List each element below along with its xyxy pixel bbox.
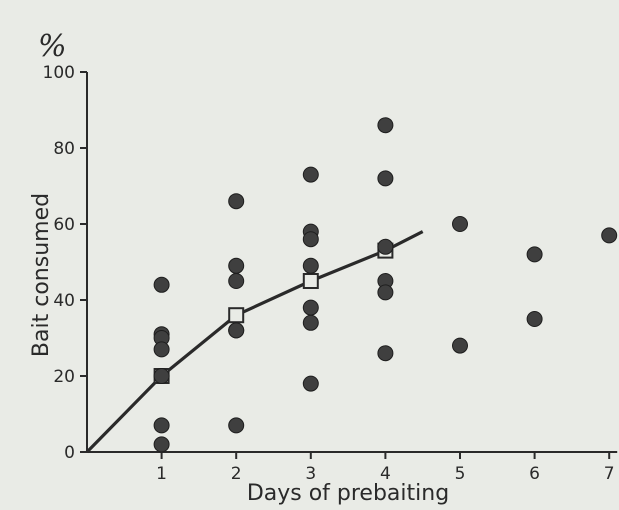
data-point	[302, 314, 319, 331]
data-point	[302, 231, 319, 248]
data-point	[302, 257, 319, 274]
axis-labels: % Bait consumed Days of prebaiting	[29, 29, 449, 506]
mean-marker-square	[302, 273, 319, 289]
axes	[86, 72, 618, 453]
x-tick-label: 2	[231, 464, 242, 484]
data-point	[228, 417, 245, 434]
data-point	[153, 436, 170, 453]
data-point	[153, 341, 170, 358]
x-tick-label: 1	[156, 464, 167, 484]
y-axis-title: Bait consumed	[29, 193, 54, 357]
mean-line-series	[85, 230, 424, 454]
data-point	[452, 337, 468, 354]
data-point	[377, 238, 394, 255]
y-tick-label: 60	[53, 215, 75, 235]
data-point	[228, 322, 245, 339]
data-point	[153, 417, 170, 434]
data-point	[228, 273, 245, 289]
x-tick-label: 6	[529, 464, 540, 484]
y-tick-label: 40	[53, 291, 75, 311]
data-point	[302, 166, 319, 183]
x-tick-label: 3	[305, 464, 316, 484]
y-tick-label: 80	[53, 139, 75, 159]
y-tick-label: 100	[43, 63, 75, 83]
y-tick-label: 20	[53, 367, 75, 387]
data-point	[153, 276, 170, 293]
mean-marker-square	[228, 307, 245, 324]
data-point	[302, 375, 319, 392]
data-point	[526, 311, 543, 327]
mean-line	[85, 230, 424, 454]
data-point	[526, 246, 543, 263]
data-point	[377, 284, 394, 301]
x-tick-label: 5	[455, 464, 466, 484]
y-unit-label: %	[38, 29, 67, 64]
x-tick-label: 7	[604, 464, 615, 484]
y-tick-label: 0	[64, 443, 75, 463]
x-axis-title: Days of prebaiting	[247, 481, 449, 506]
data-point	[153, 368, 170, 384]
data-point	[601, 227, 618, 244]
data-point	[377, 117, 394, 134]
tick-marks: 0 20 40 60 80 100 1 2 3 4 5 6 7	[43, 63, 615, 484]
data-point	[302, 299, 319, 316]
data-point	[228, 257, 245, 274]
data-point	[377, 345, 394, 362]
data-point	[228, 193, 245, 210]
data-point	[452, 216, 468, 232]
scatter-series	[153, 117, 618, 453]
data-point	[377, 170, 394, 187]
x-tick-label: 4	[380, 464, 391, 484]
